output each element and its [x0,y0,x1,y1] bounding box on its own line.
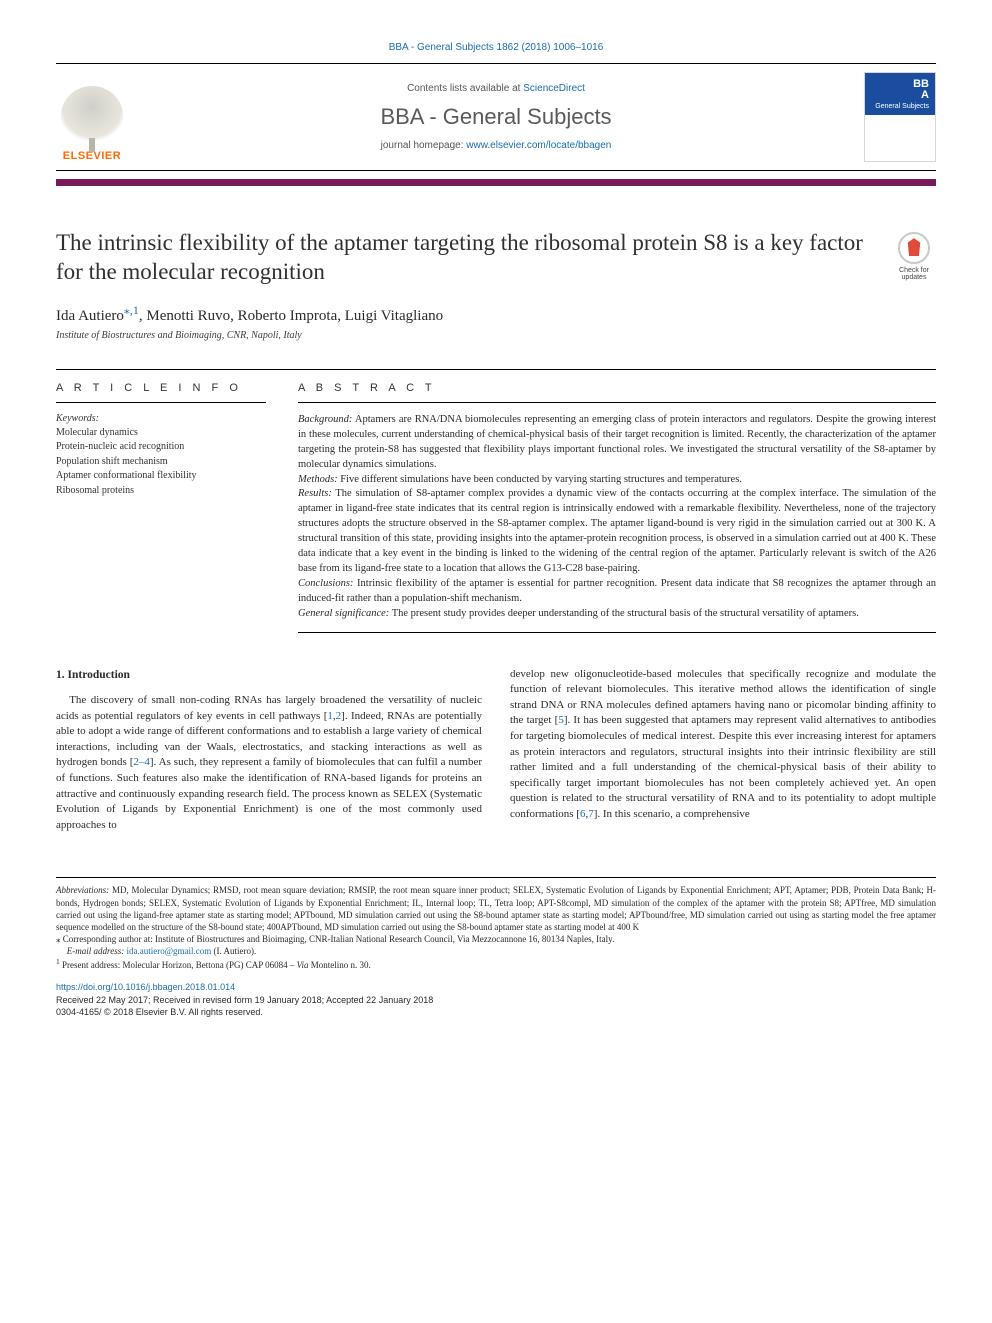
abstract-bottom-rule [298,632,936,633]
author-list: Ida Autiero⁎,1, Menotti Ruvo, Roberto Im… [56,303,936,325]
abs-background-label: Background: [298,414,352,425]
crossmark-icon [898,232,930,264]
keyword: Aptamer conformational flexibility [56,469,266,484]
abbr-label: Abbreviations: [56,885,109,895]
author-2: Menotti Ruvo [146,308,230,324]
ref-link[interactable]: 5 [558,714,564,726]
received-line: Received 22 May 2017; Received in revise… [56,995,433,1005]
article-info-column: A R T I C L E I N F O Keywords: Molecula… [56,370,266,633]
abs-significance-text: The present study provides deeper unders… [389,608,859,619]
corr-text: Corresponding author at: Institute of Bi… [61,934,615,944]
contents-line: Contents lists available at ScienceDirec… [142,83,850,94]
contents-prefix: Contents lists available at [407,83,523,94]
abstract-heading: A B S T R A C T [298,382,936,403]
updates-line1: Check for [892,267,936,274]
homepage-link[interactable]: www.elsevier.com/locate/bbagen [466,140,611,151]
abs-significance-label: General significance: [298,608,389,619]
homepage-prefix: journal homepage: [381,140,467,151]
doi-link[interactable]: https://doi.org/10.1016/j.bbagen.2018.01… [56,982,235,992]
keyword: Molecular dynamics [56,426,266,441]
journal-header: ELSEVIER Contents lists available at Sci… [56,63,936,171]
sciencedirect-link[interactable]: ScienceDirect [523,83,585,94]
article-title: The intrinsic flexibility of the aptamer… [56,228,876,287]
abs-background-text: Aptamers are RNA/DNA biomolecules repres… [298,414,936,470]
journal-cover-thumbnail: BBA General Subjects [864,72,936,162]
keywords-list: Molecular dynamics Protein-nucleic acid … [56,426,266,499]
author-1-marks: ⁎,1 [124,303,139,317]
keyword: Protein-nucleic acid recognition [56,440,266,455]
body-col-left: 1. Introduction The discovery of small n… [56,667,482,834]
abs-methods-text: Five different simulations have been con… [338,474,742,485]
doi-block: https://doi.org/10.1016/j.bbagen.2018.01… [56,981,936,1017]
abstract-column: A B S T R A C T Background: Aptamers are… [298,370,936,633]
email-suffix: (I. Autiero). [211,946,256,956]
author-4: Luigi Vitagliano [345,308,443,324]
author-1: Ida Autiero [56,308,124,324]
ref-link[interactable]: 1 [327,710,333,722]
affiliation: Institute of Biostructures and Bioimagin… [56,330,936,341]
abs-methods-label: Methods: [298,474,338,485]
journal-name: BBA - General Subjects [142,104,850,130]
intro-right-para: develop new oligonucleotide-based molecu… [510,667,936,823]
homepage-line: journal homepage: www.elsevier.com/locat… [142,140,850,151]
abs-results-text: The simulation of S8-aptamer complex pro… [298,488,936,574]
intro-left-para: The discovery of small non-coding RNAs h… [56,693,482,833]
updates-line2: updates [892,274,936,281]
cover-a: A [921,89,929,101]
keyword: Population shift mechanism [56,455,266,470]
abs-conclusions-label: Conclusions: [298,578,353,589]
email-link[interactable]: ida.autiero@gmail.com [126,946,211,956]
keywords-label: Keywords: [56,413,266,424]
footnotes: Abbreviations: MD, Molecular Dynamics; R… [56,877,936,971]
note1-text: Present address: Molecular Horizon, Bett… [60,960,371,970]
ref-link[interactable]: 2–4 [133,756,150,768]
ref-link[interactable]: 6 [580,808,586,820]
article-info-heading: A R T I C L E I N F O [56,382,266,403]
keyword: Ribosomal proteins [56,484,266,499]
abstract-text: Background: Aptamers are RNA/DNA biomole… [298,413,936,622]
citation-line: BBA - General Subjects 1862 (2018) 1006–… [56,42,936,53]
email-label: E-mail address: [67,946,124,956]
ref-link[interactable]: 2 [336,710,342,722]
issn-line: 0304-4165/ © 2018 Elsevier B.V. All righ… [56,1007,263,1017]
elsevier-tree-icon [61,86,123,146]
cover-subtitle: General Subjects [875,103,929,110]
check-for-updates-badge[interactable]: Check for updates [892,232,936,281]
body-col-right: develop new oligonucleotide-based molecu… [510,667,936,834]
accent-bar [56,179,936,186]
abs-results-label: Results: [298,488,332,499]
body-columns: 1. Introduction The discovery of small n… [56,667,936,834]
elsevier-logo: ELSEVIER [56,72,128,162]
intro-heading: 1. Introduction [56,667,482,683]
ref-link[interactable]: 7 [588,808,594,820]
abs-conclusions-text: Intrinsic flexibility of the aptamer is … [298,578,936,604]
author-3: Roberto Improta [238,308,338,324]
abbr-text: MD, Molecular Dynamics; RMSD, root mean … [56,885,936,931]
